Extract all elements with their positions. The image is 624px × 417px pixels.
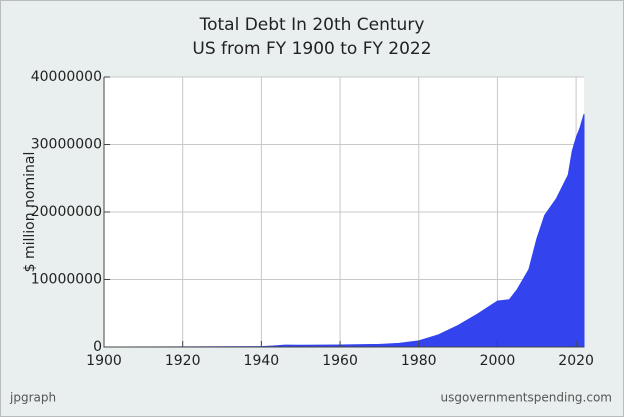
chart-subtitle: US from FY 1900 to FY 2022 xyxy=(192,39,431,59)
chart-title: Total Debt In 20th Century xyxy=(199,15,425,35)
y-tick-label: 30000000 xyxy=(31,137,102,153)
y-tick-label: 20000000 xyxy=(31,204,102,220)
x-tick-label: 1980 xyxy=(401,353,437,369)
x-tick-label: 2000 xyxy=(480,353,516,369)
footer-right: usgovernmentspending.com xyxy=(441,391,613,405)
x-tick-label: 1960 xyxy=(322,353,358,369)
footer-left: jpgraph xyxy=(9,391,56,405)
x-tick-label: 1900 xyxy=(86,353,122,369)
x-tick-label: 1920 xyxy=(165,353,201,369)
area xyxy=(103,113,585,348)
x-tick-label: 1940 xyxy=(244,353,280,369)
y-tick-label: 40000000 xyxy=(31,69,102,85)
y-tick-label: 10000000 xyxy=(31,272,102,288)
y-tick-label: 0 xyxy=(93,339,102,355)
x-tick-label: 2020 xyxy=(558,353,594,369)
y-axis-label: $ million nominal xyxy=(22,152,38,273)
